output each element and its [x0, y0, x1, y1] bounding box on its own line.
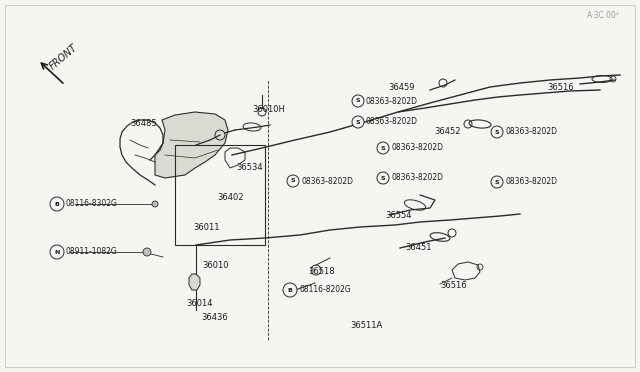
Text: 36534: 36534	[236, 164, 262, 173]
Text: 36554: 36554	[385, 211, 412, 219]
Text: 08363-8202D: 08363-8202D	[302, 176, 354, 186]
Text: 36010: 36010	[202, 262, 228, 270]
Text: B: B	[54, 202, 60, 206]
Text: S: S	[291, 179, 295, 183]
Text: N: N	[54, 250, 60, 254]
Text: 08363-8202D: 08363-8202D	[366, 96, 418, 106]
Circle shape	[491, 126, 503, 138]
Text: 08363-8202D: 08363-8202D	[391, 144, 443, 153]
Text: 08911-1082G: 08911-1082G	[66, 247, 118, 257]
Circle shape	[143, 248, 151, 256]
Text: 08116-8302G: 08116-8302G	[66, 199, 118, 208]
Text: S: S	[356, 119, 360, 125]
Text: 36459: 36459	[388, 83, 415, 92]
Text: 36011: 36011	[193, 224, 220, 232]
Circle shape	[152, 201, 158, 207]
Text: S: S	[495, 180, 499, 185]
Text: 36511A: 36511A	[350, 321, 382, 330]
Text: B: B	[287, 288, 292, 292]
Text: 36451: 36451	[405, 243, 431, 251]
Polygon shape	[189, 274, 200, 290]
Text: 36436: 36436	[201, 314, 228, 323]
Polygon shape	[155, 112, 228, 178]
Text: S: S	[381, 176, 385, 180]
Text: 36485: 36485	[130, 119, 157, 128]
Text: 08363-8202D: 08363-8202D	[366, 118, 418, 126]
Text: 36516: 36516	[440, 280, 467, 289]
Text: 08363-8202D: 08363-8202D	[505, 128, 557, 137]
Bar	[175, 145, 265, 245]
Text: 08116-8202G: 08116-8202G	[299, 285, 351, 295]
Circle shape	[377, 172, 389, 184]
Circle shape	[50, 245, 64, 259]
Text: 08363-8202D: 08363-8202D	[391, 173, 443, 183]
Text: 36518: 36518	[308, 266, 335, 276]
Text: S: S	[381, 145, 385, 151]
Circle shape	[352, 95, 364, 107]
Text: 36402: 36402	[217, 192, 243, 202]
Text: 08363-8202D: 08363-8202D	[505, 177, 557, 186]
Circle shape	[352, 116, 364, 128]
Text: A·3C.00²: A·3C.00²	[587, 10, 620, 19]
Text: 36010H: 36010H	[252, 106, 285, 115]
Circle shape	[377, 142, 389, 154]
Circle shape	[283, 283, 297, 297]
Circle shape	[491, 176, 503, 188]
Text: 36014: 36014	[186, 298, 212, 308]
Text: 36516: 36516	[547, 83, 573, 92]
Circle shape	[50, 197, 64, 211]
Text: S: S	[356, 99, 360, 103]
Text: S: S	[495, 129, 499, 135]
Text: FRONT: FRONT	[48, 43, 80, 72]
Circle shape	[287, 175, 299, 187]
Text: 36452: 36452	[434, 126, 461, 135]
